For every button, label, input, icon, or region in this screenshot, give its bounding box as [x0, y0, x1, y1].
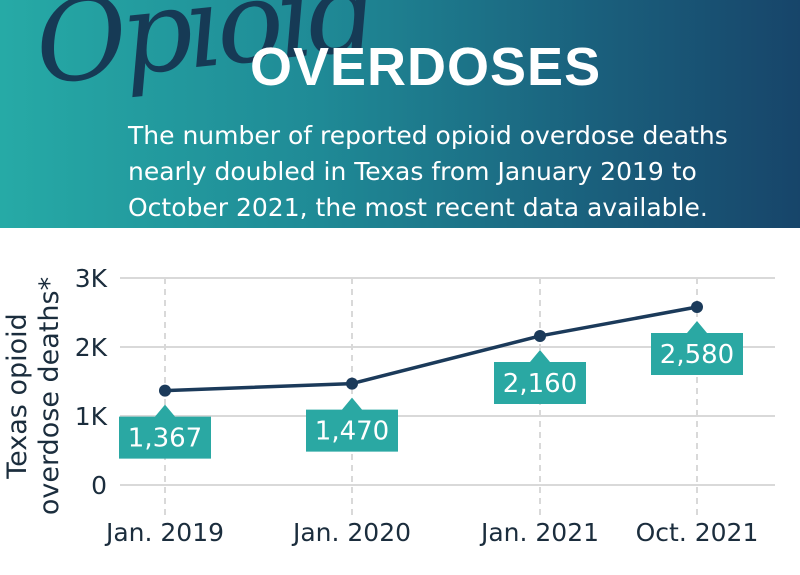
series-line	[164, 305, 698, 393]
x-tick-label: Jan. 2021	[479, 518, 599, 547]
data-label-box	[306, 397, 398, 452]
data-label-text: 2,160	[503, 369, 577, 399]
data-label: 1,470	[306, 397, 398, 452]
line-chart: Texas opioid overdose deaths* 0 1K 2K 3K Jan…	[2, 264, 775, 547]
subtitle: The number of reported opioid overdose d…	[128, 121, 728, 222]
data-point	[346, 377, 358, 390]
data-point	[691, 300, 703, 313]
data-point	[534, 329, 546, 342]
x-tick-label: Oct. 2021	[636, 518, 759, 547]
y-axis-label-line1: Texas opioid	[2, 313, 33, 480]
y-tick-label: 1K	[75, 402, 108, 431]
header-banner: Opioid OVERDOSES The number of reported …	[0, 0, 800, 228]
data-label: 2,580	[651, 320, 743, 375]
x-tick-label: Jan. 2020	[291, 518, 411, 547]
y-axis-label-line2: overdose deaths*	[34, 277, 65, 515]
x-tick-label: Jan. 2019	[104, 518, 224, 547]
data-label-text: 1,367	[128, 424, 202, 454]
y-tick-label: 3K	[75, 264, 108, 293]
data-label: 2,160	[494, 349, 586, 404]
data-label-text: 2,580	[660, 340, 734, 370]
data-label-box	[494, 349, 586, 404]
data-label-box	[119, 404, 211, 459]
data-label-box	[651, 320, 743, 375]
data-label-text: 1,470	[315, 417, 389, 447]
data-label: 1,367	[119, 404, 211, 459]
data-point	[159, 384, 171, 397]
page-title: OVERDOSES	[250, 37, 602, 97]
y-tick-label: 0	[91, 471, 107, 500]
y-tick-label: 2K	[75, 333, 108, 362]
